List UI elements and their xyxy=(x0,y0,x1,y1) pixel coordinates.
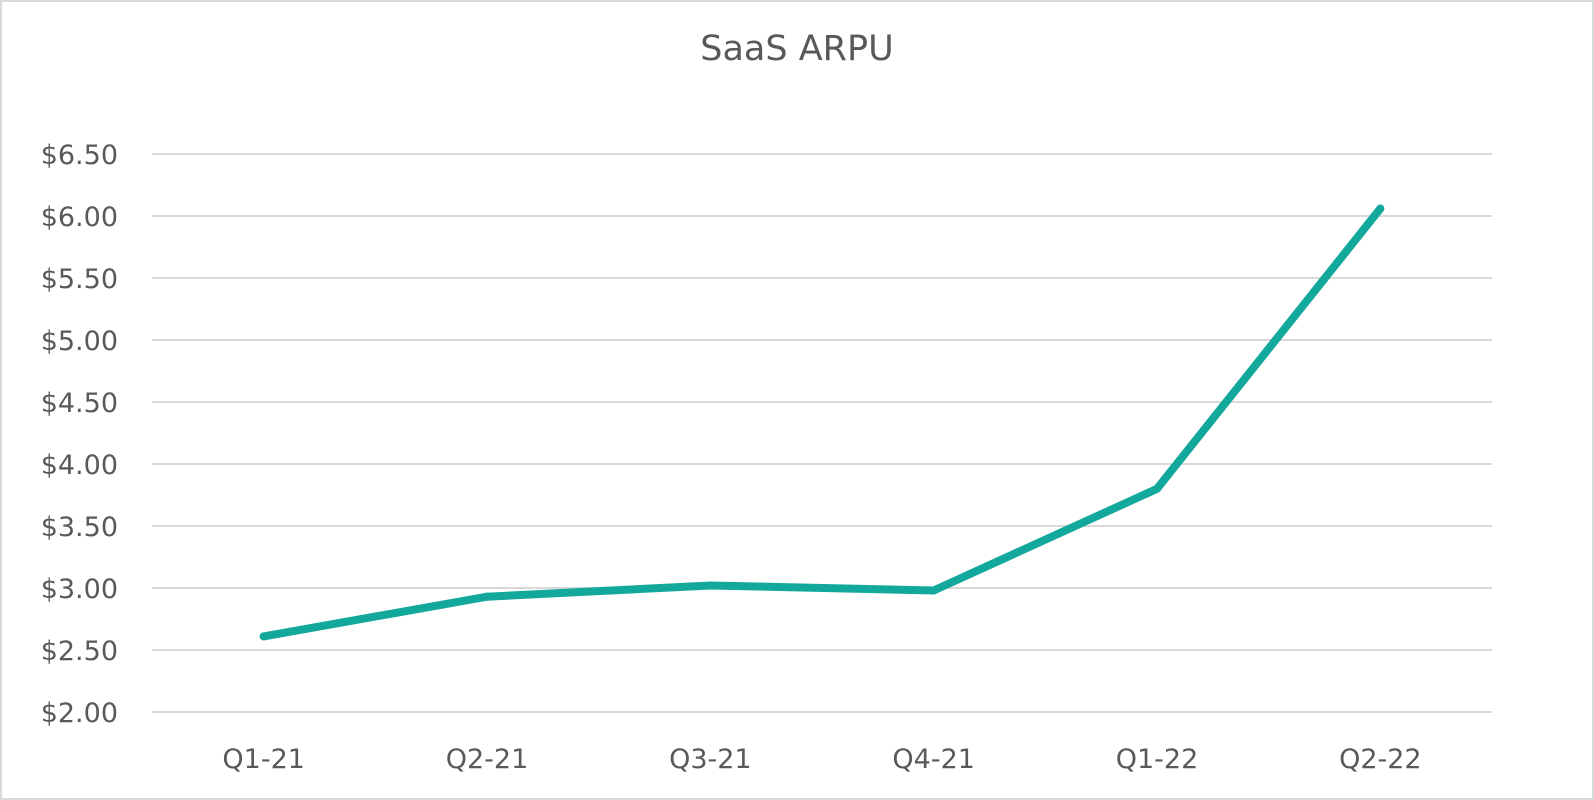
x-tick-label: Q1-21 xyxy=(222,744,305,775)
x-tick-label: Q1-22 xyxy=(1116,744,1199,775)
y-tick-label: $3.50 xyxy=(41,512,118,543)
x-axis-labels: Q1-21 Q2-21 Q3-21 Q4-21 Q1-22 Q2-22 xyxy=(222,744,1421,775)
data-point xyxy=(259,632,268,641)
gridlines xyxy=(152,153,1492,713)
data-point xyxy=(1376,204,1385,213)
x-tick-label: Q2-21 xyxy=(446,744,529,775)
data-point xyxy=(706,581,715,590)
chart-title: SaaS ARPU xyxy=(700,29,894,69)
x-tick-label: Q4-21 xyxy=(892,744,975,775)
series-group xyxy=(259,204,1385,641)
y-tick-label: $6.00 xyxy=(41,202,118,233)
y-axis-labels: $2.00 $2.50 $3.00 $3.50 $4.00 $4.50 $5.00 $5.50… xyxy=(41,140,118,729)
y-tick-label: $3.00 xyxy=(41,574,118,605)
x-tick-label: Q3-21 xyxy=(669,744,752,775)
y-tick-label: $2.00 xyxy=(41,698,118,729)
y-tick-label: $5.00 xyxy=(41,326,118,357)
data-point xyxy=(483,592,491,601)
data-point xyxy=(1153,484,1161,493)
y-tick-label: $2.50 xyxy=(41,636,118,667)
y-tick-label: $4.50 xyxy=(41,388,118,419)
x-tick-label: Q2-22 xyxy=(1339,744,1422,775)
y-tick-label: $6.50 xyxy=(41,140,118,171)
series-line xyxy=(259,204,1385,641)
data-point xyxy=(929,586,938,595)
y-tick-label: $4.00 xyxy=(41,450,118,481)
y-tick-label: $5.50 xyxy=(41,264,118,295)
